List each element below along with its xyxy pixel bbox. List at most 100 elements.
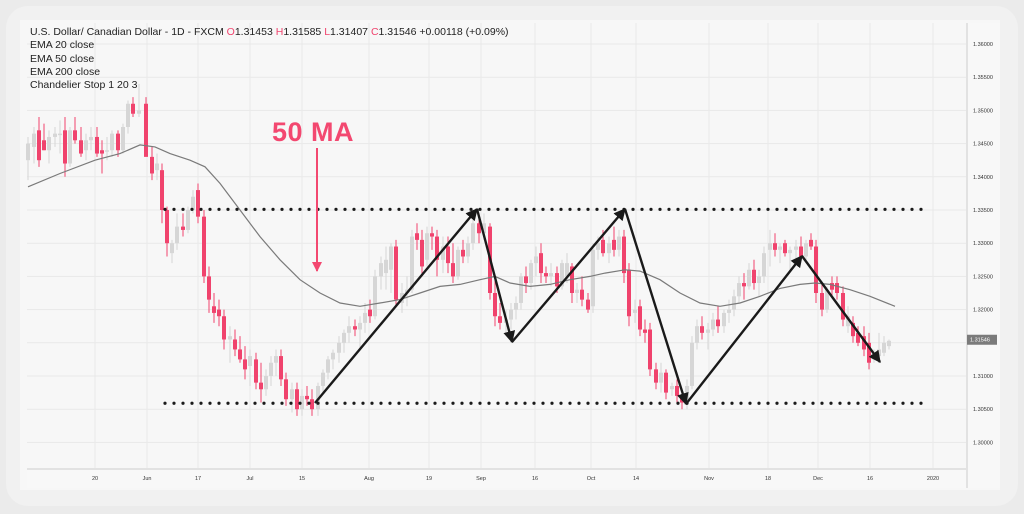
candle-body xyxy=(274,356,278,363)
indicator-ema200[interactable]: EMA 200 close xyxy=(30,65,101,78)
candle-body xyxy=(212,306,216,313)
candle-body xyxy=(284,379,288,400)
price-tick-label: 1.31000 xyxy=(973,374,993,380)
candle-body xyxy=(456,249,460,277)
indicator-ema20[interactable]: EMA 20 close xyxy=(30,39,95,52)
candle-body xyxy=(851,322,855,337)
candle-body xyxy=(524,276,528,284)
candle-body xyxy=(305,395,309,400)
candle-body xyxy=(435,236,439,260)
candle-body xyxy=(762,253,766,277)
candle-body xyxy=(555,273,559,287)
candle-body xyxy=(331,352,335,360)
candle-body xyxy=(783,243,787,254)
time-tick-label: 16 xyxy=(867,476,873,482)
candle-body xyxy=(509,309,513,320)
trend-arrow[interactable] xyxy=(685,255,803,405)
candle-body xyxy=(794,246,798,250)
candle-body xyxy=(493,293,497,317)
candle-body xyxy=(170,243,174,254)
candle-body xyxy=(63,130,67,164)
candle-body xyxy=(126,103,130,127)
candle-body xyxy=(565,263,569,277)
price-tick-label: 1.34000 xyxy=(973,175,993,181)
candle-body xyxy=(757,276,761,284)
candle-body xyxy=(814,246,818,293)
candle-body xyxy=(347,326,351,333)
candle-body xyxy=(835,283,839,293)
candle-body xyxy=(410,236,414,290)
candle-body xyxy=(137,110,141,114)
candle-body xyxy=(654,369,658,383)
price-tick-label: 1.30000 xyxy=(973,440,993,446)
high-key: H xyxy=(275,26,284,38)
time-tick-label: 19 xyxy=(426,476,432,482)
time-tick-label: Jul xyxy=(246,476,253,482)
trend-arrow[interactable] xyxy=(511,208,626,343)
candle-body xyxy=(659,372,663,383)
candle-body xyxy=(233,339,237,350)
candle-body xyxy=(217,309,221,317)
candle-body xyxy=(415,233,419,240)
indicator-ema50[interactable]: EMA 50 close xyxy=(30,52,95,65)
candle-body xyxy=(207,276,211,300)
candle-body xyxy=(58,133,62,136)
trend-arrow[interactable] xyxy=(801,255,881,363)
candle-body xyxy=(425,233,429,260)
ma-annotation-label: 50 MA xyxy=(272,117,355,147)
candle-body xyxy=(165,210,169,244)
candle-body xyxy=(342,332,346,343)
candle-body xyxy=(700,326,704,333)
time-tick-label: Jun xyxy=(143,476,152,482)
time-axis[interactable] xyxy=(27,470,966,488)
candle-body xyxy=(32,133,36,147)
candle-body xyxy=(596,243,600,250)
grid xyxy=(27,23,966,468)
candle-body xyxy=(477,223,481,234)
candle-body xyxy=(887,340,891,347)
candle-body xyxy=(466,243,470,257)
price-axis[interactable] xyxy=(968,23,1000,488)
candle-body xyxy=(420,239,424,267)
price-tick-label: 1.35500 xyxy=(973,75,993,81)
trend-arrow[interactable] xyxy=(314,208,478,404)
indicator-chandelier-stop[interactable]: Chandelier Stop 1 20 3 xyxy=(30,79,138,92)
time-tick-label: Dec xyxy=(813,476,823,482)
trend-arrow[interactable] xyxy=(475,208,516,344)
candle-body xyxy=(856,332,860,343)
price-tick-label: 1.30500 xyxy=(973,407,993,413)
time-tick-label: Aug xyxy=(364,476,374,482)
candle-body xyxy=(695,326,699,343)
current-price-label: 1.31546 xyxy=(970,338,990,344)
symbol-line: U.S. Dollar/ Canadian Dollar - 1D - FXCM… xyxy=(30,26,509,39)
candle-body xyxy=(591,249,595,307)
candle-body xyxy=(196,190,200,217)
close-value: 1.31546 xyxy=(378,26,417,38)
candle-body xyxy=(529,263,533,284)
candle-body xyxy=(514,302,518,310)
candle-body xyxy=(100,150,104,154)
candle-body xyxy=(243,359,247,370)
candle-body xyxy=(321,372,325,386)
candle-body xyxy=(144,103,148,157)
candle-body xyxy=(202,216,206,277)
candle-body xyxy=(607,243,611,254)
candle-body xyxy=(788,249,792,254)
trend-arrow[interactable] xyxy=(623,208,689,406)
candle-body xyxy=(446,246,450,264)
candles xyxy=(26,83,891,416)
candle-body xyxy=(825,289,829,310)
candle-body xyxy=(248,356,252,367)
ema-50-line xyxy=(27,144,896,307)
candle-body xyxy=(47,136,51,151)
candle-body xyxy=(841,293,845,320)
candle-body xyxy=(882,342,886,353)
candle-body xyxy=(42,140,46,151)
symbol-name: U.S. Dollar/ Canadian Dollar - 1D - FXCM xyxy=(30,26,224,38)
candle-body xyxy=(773,243,777,250)
candle-body xyxy=(384,259,388,274)
candle-body xyxy=(670,385,674,390)
time-tick-label: 16 xyxy=(532,476,538,482)
candle-body xyxy=(747,269,751,287)
